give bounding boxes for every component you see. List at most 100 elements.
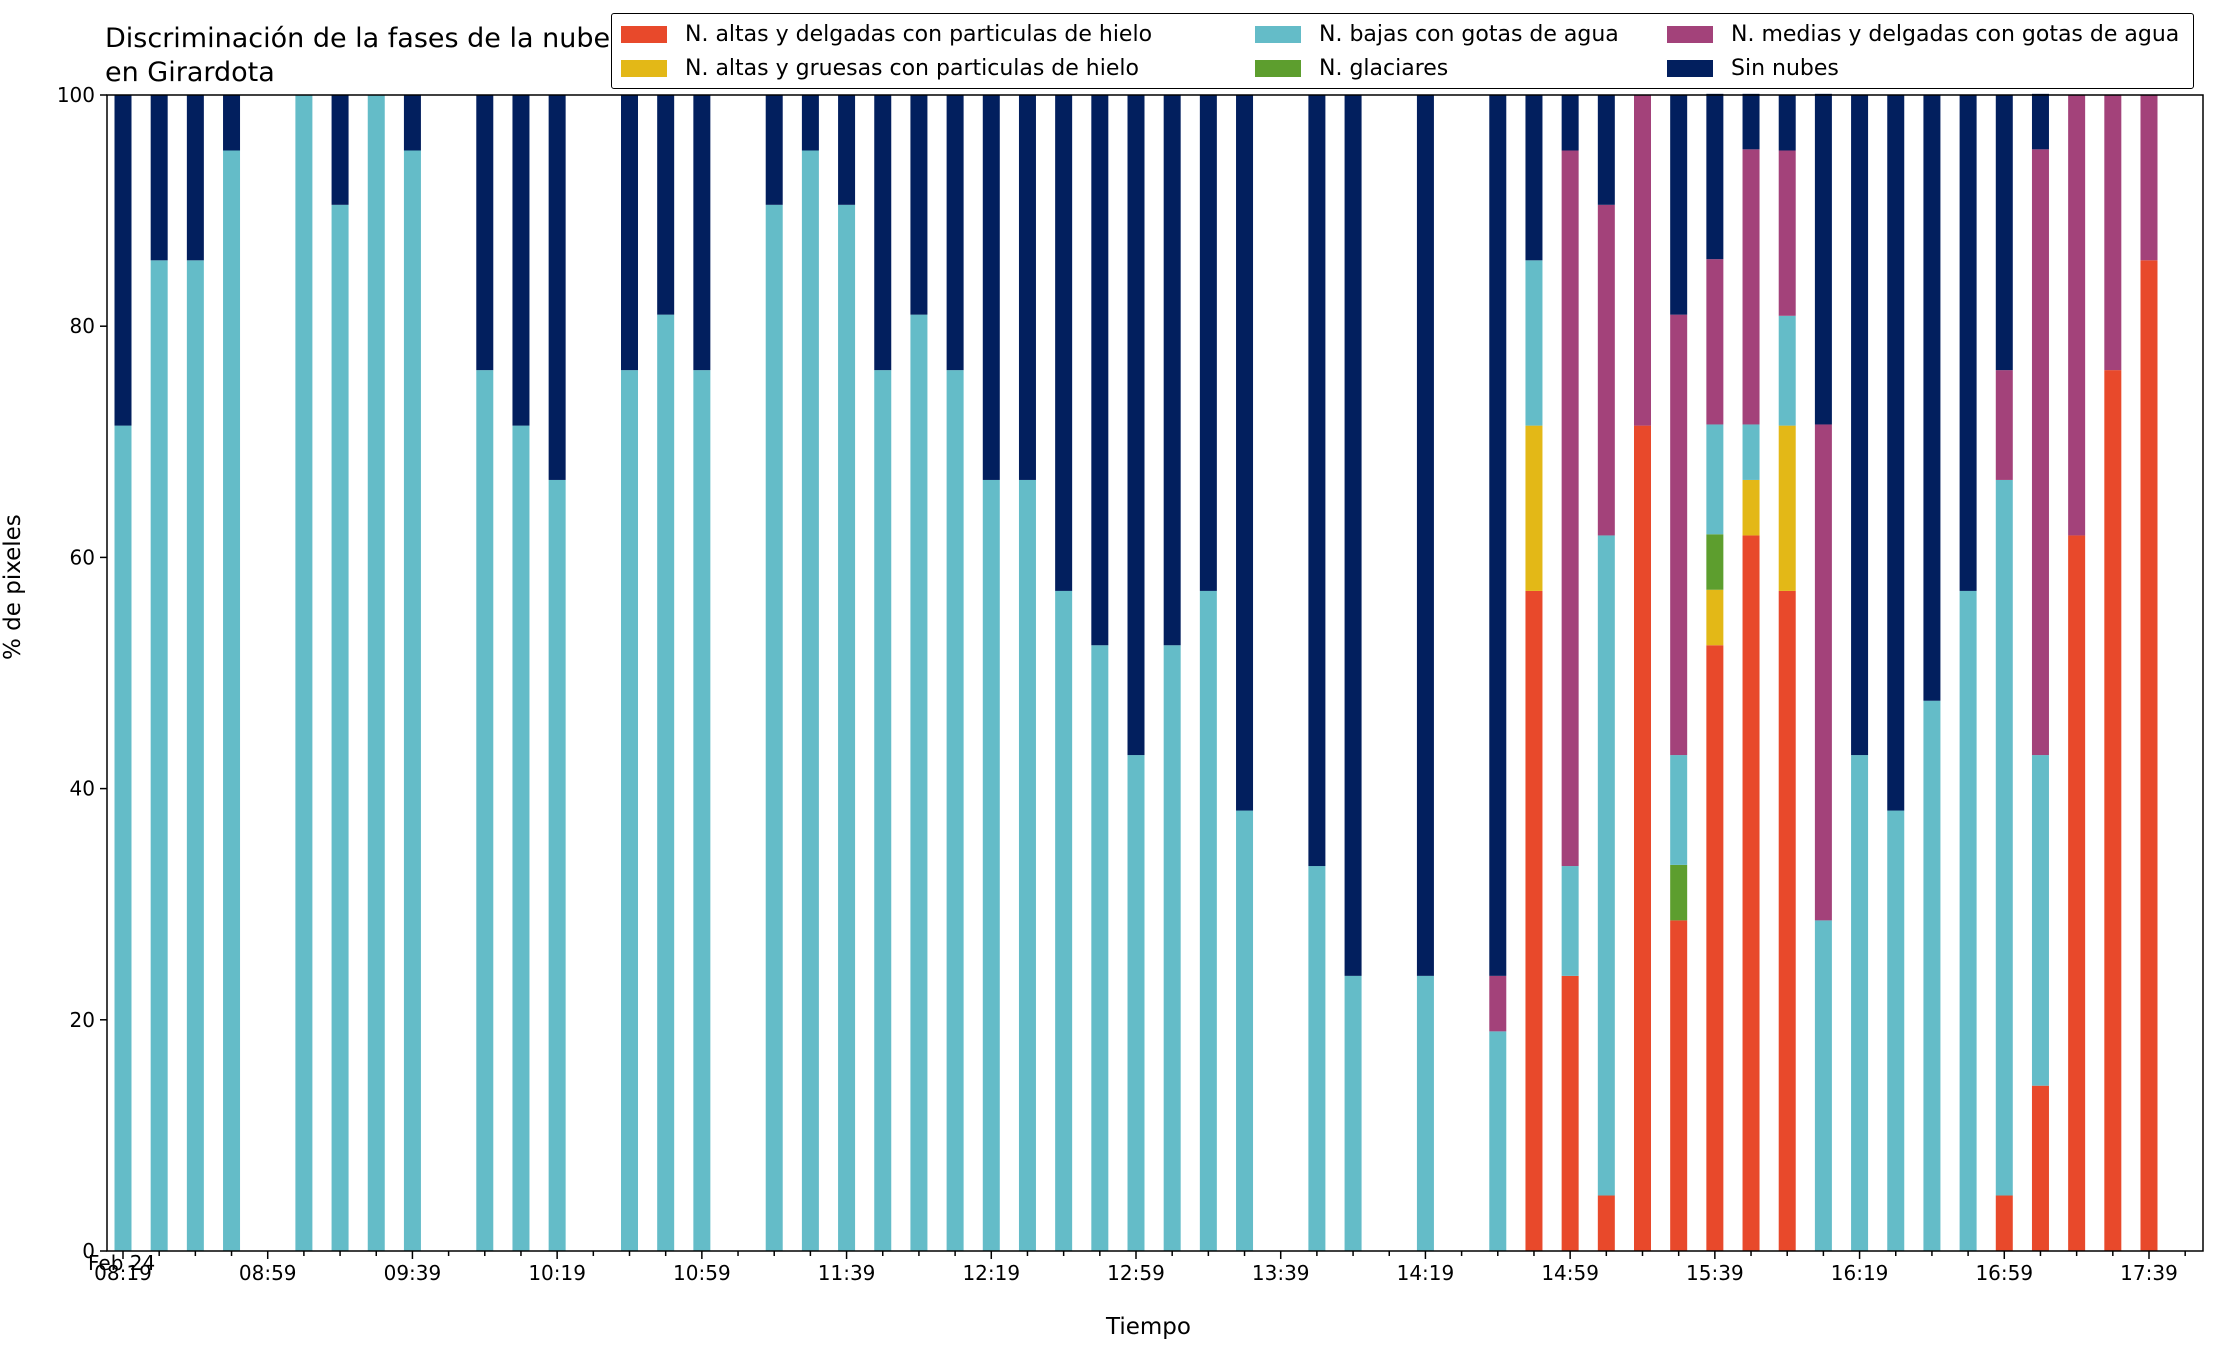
x-tick-label: 13:39 xyxy=(1252,1261,1310,1285)
bar-segment xyxy=(1778,150,1796,316)
bar-segment xyxy=(1670,314,1688,756)
bar-segment xyxy=(1308,95,1326,867)
bar-segment xyxy=(2031,149,2049,756)
bar-segment xyxy=(801,95,819,151)
bar-segment xyxy=(1706,93,1724,260)
bar-segment xyxy=(1742,479,1760,536)
y-tick-label: 100 xyxy=(57,83,95,107)
bar-segment xyxy=(1055,590,1073,1251)
bar-segment xyxy=(1742,424,1760,480)
bar-segment xyxy=(1489,1031,1507,1251)
bar-segment xyxy=(223,95,241,151)
bar-segment xyxy=(331,95,349,205)
bar-segment xyxy=(621,95,638,371)
bar-segment xyxy=(186,95,204,261)
bar-segment xyxy=(2068,535,2086,1251)
x-tick-label: 10:19 xyxy=(528,1261,586,1285)
bar-segment xyxy=(982,479,1000,1251)
bar-segment xyxy=(1778,315,1796,426)
bar-segment xyxy=(1199,590,1217,1251)
bar-segment xyxy=(1489,95,1507,976)
bar-segment xyxy=(1236,95,1254,811)
bar-segment xyxy=(910,95,928,315)
bar-segment xyxy=(1489,975,1507,1032)
legend-swatch xyxy=(1255,25,1301,43)
bar-segment xyxy=(1416,975,1434,1251)
bar-segment xyxy=(1706,589,1724,646)
bar-segment xyxy=(114,95,132,426)
bar-segment xyxy=(1597,95,1615,205)
bar-segment xyxy=(548,479,566,1251)
legend-item-sin-nubes: Sin nubes xyxy=(1667,53,1839,83)
bar-segment xyxy=(801,150,819,1251)
legend-swatch xyxy=(621,25,667,43)
legend-label: N. medias y delgadas con gotas de agua xyxy=(1731,21,2180,47)
x-axis-label: Tiempo xyxy=(1106,1314,1191,1340)
x-tick-label: 12:59 xyxy=(1107,1261,1165,1285)
y-tick-label: 60 xyxy=(70,545,95,569)
bar-segment xyxy=(186,260,204,1252)
bar-segment xyxy=(1199,95,1217,591)
bar-segment xyxy=(946,95,964,371)
legend: N. altas y delgadas con particulas de hi… xyxy=(611,13,2194,89)
bar-segment xyxy=(1091,95,1109,646)
y-tick-label: 0 xyxy=(82,1239,95,1263)
bar-segment xyxy=(1163,645,1181,1251)
bar-segment xyxy=(874,95,892,371)
bar-segment xyxy=(367,95,385,1251)
bar-segment xyxy=(1706,259,1724,425)
bar-segment xyxy=(403,150,421,1251)
bar-segment xyxy=(476,95,494,371)
x-tick-label: 11:39 xyxy=(818,1261,876,1285)
bar-segment xyxy=(1995,479,2013,1196)
legend-swatch xyxy=(1667,25,1713,43)
bar-segment xyxy=(1634,95,1651,426)
bar-segment xyxy=(2140,260,2158,1252)
bar-segment xyxy=(2031,1085,2049,1251)
bar-segment xyxy=(1959,95,1977,591)
bar-segment xyxy=(512,425,530,1252)
axes-layer: 0 20 40 60 80 100 08:19 08:59 09:39 10:19 10:59 11:… xyxy=(57,83,2204,1285)
bar-segment xyxy=(1127,755,1145,1251)
x-tick-label: 08:19 xyxy=(94,1261,152,1285)
x-date-label: Feb 24 xyxy=(88,1251,156,1275)
bar-segment xyxy=(1344,975,1362,1251)
legend-label: N. glaciares xyxy=(1319,55,1449,81)
bar-segment xyxy=(1597,204,1615,536)
x-tick-label: 14:19 xyxy=(1397,1261,1455,1285)
y-axis-label: % de pixeles xyxy=(0,514,26,660)
legend-label: N. altas y gruesas con particulas de hie… xyxy=(685,55,1139,81)
bar-segment xyxy=(1525,590,1543,1251)
legend-item-altas-gruesas: N. altas y gruesas con particulas de hie… xyxy=(621,53,1139,83)
bar-segment xyxy=(1706,534,1724,590)
bar-segment xyxy=(1561,866,1579,976)
bar-segment xyxy=(1670,95,1688,315)
bar-segment xyxy=(331,204,349,1251)
bar-segment xyxy=(765,95,783,205)
bar-segment xyxy=(2031,755,2049,1086)
bar-segment xyxy=(1091,645,1109,1251)
bar-segment xyxy=(1597,535,1615,1196)
bar-segment xyxy=(223,150,241,1251)
legend-swatch xyxy=(1255,59,1301,77)
legend-label: Sin nubes xyxy=(1731,55,1839,81)
bar-segment xyxy=(1742,149,1760,425)
x-tick-label: 12:19 xyxy=(962,1261,1020,1285)
bar-segment xyxy=(1814,424,1832,921)
bar-segment xyxy=(946,370,964,1251)
bar-segment xyxy=(1236,810,1254,1251)
y-tick-label: 20 xyxy=(70,1008,95,1032)
x-tick-label: 17:39 xyxy=(2120,1261,2178,1285)
bar-segment xyxy=(693,95,711,371)
bar-segment xyxy=(2031,93,2049,150)
bar-segment xyxy=(548,95,566,480)
x-tick-label: 09:39 xyxy=(384,1261,442,1285)
bar-segment xyxy=(1706,424,1724,535)
bar-segment xyxy=(1561,975,1579,1251)
bar-segment xyxy=(1561,150,1579,867)
bar-segment xyxy=(1416,95,1434,976)
bar-segment xyxy=(150,260,168,1252)
bar-segment xyxy=(1887,95,1905,811)
bar-segment xyxy=(1127,95,1145,756)
